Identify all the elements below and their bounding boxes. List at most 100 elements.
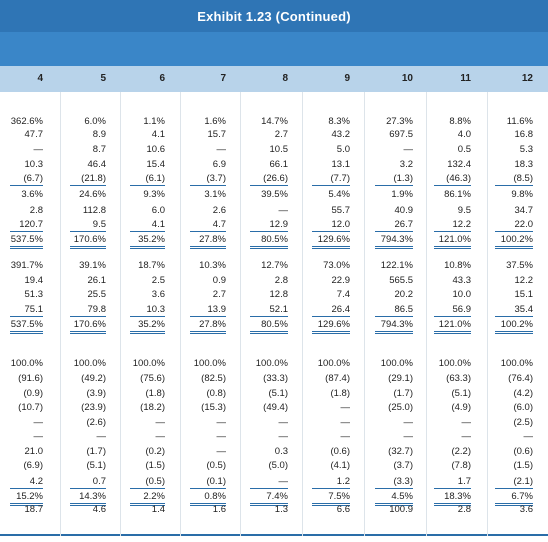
column-divider (487, 92, 488, 536)
table-cell: (6.9) (23, 460, 43, 471)
table-cell: 12.9 (250, 219, 288, 232)
table-cell: (5.1) (86, 460, 106, 471)
table-cell: 8.9 (92, 129, 106, 140)
table-cell: (4.2) (513, 388, 533, 399)
table-cell: 20.2 (394, 289, 414, 300)
column-divider (60, 92, 61, 536)
table-cell: 4.0 (457, 129, 471, 140)
table-cell: 43.3 (452, 275, 472, 286)
table-cell: 121.0% (434, 234, 471, 249)
table-cell: (49.2) (81, 373, 106, 384)
table-cell: 1.7 (434, 476, 471, 489)
table-cell: 7.5% (312, 491, 350, 506)
table-cell: 100.0% (132, 358, 165, 369)
table-cell: 7.4% (250, 491, 288, 506)
table-cell: 2.5 (151, 275, 165, 286)
table-cell: 2.8 (274, 275, 288, 286)
table-cell: 39.5% (261, 189, 288, 200)
column-header-11: 11 (460, 73, 471, 84)
table-cell: 1.9% (391, 189, 413, 200)
table-cell: — (340, 417, 351, 428)
table-cell: — (461, 417, 472, 428)
table-cell: 3.6 (151, 289, 165, 300)
table-cell: (1.8) (330, 388, 350, 399)
table-cell: 5.3 (519, 144, 533, 155)
table-cell: 0.5 (457, 144, 471, 155)
table-cell: 129.6% (312, 319, 350, 334)
table-cell: (6.7) (10, 173, 43, 186)
table-cell: (7.8) (451, 460, 471, 471)
table-cell: 100.0% (10, 358, 43, 369)
table-cell: 8.3% (328, 116, 350, 127)
table-cell: 565.5 (389, 275, 413, 286)
table-cell: 8.7 (92, 144, 106, 155)
table-cell: (33.3) (263, 373, 288, 384)
table-cell: (4.1) (330, 460, 350, 471)
table-cell: — (155, 417, 166, 428)
column-divider (364, 92, 365, 536)
table-cell: (0.2) (145, 446, 165, 457)
table-cell: (63.3) (446, 373, 471, 384)
table-cell: 22.0 (495, 219, 533, 232)
table-cell: — (96, 431, 107, 442)
table-cell: — (403, 144, 414, 155)
table-cell: — (523, 431, 534, 442)
table-cell: 1.3 (274, 504, 288, 515)
table-cell: 697.5 (389, 129, 413, 140)
table-cell: (26.6) (250, 173, 288, 186)
table-cell: — (250, 476, 288, 489)
table-cell: — (33, 417, 44, 428)
table-cell: (5.0) (268, 460, 288, 471)
table-cell: — (403, 417, 414, 428)
table-cell: — (216, 446, 227, 457)
table-cell: 73.0% (323, 260, 350, 271)
table-cell: 537.5% (10, 234, 43, 249)
table-cell: 14.3% (70, 491, 106, 506)
table-cell: 3.2 (399, 159, 413, 170)
table-cell: — (216, 417, 227, 428)
column-header-12: 12 (521, 73, 533, 84)
table-cell: 46.4 (87, 159, 107, 170)
table-cell: 4.5% (375, 491, 413, 506)
table-cell: (1.7) (86, 446, 106, 457)
table-cell: 26.4 (312, 304, 350, 317)
table-cell: 56.9 (434, 304, 471, 317)
table-cell: 35.2% (130, 319, 165, 334)
table-cell: 5.4% (328, 189, 350, 200)
table-cell: 2.7 (212, 289, 226, 300)
table-cell: 2.8 (457, 504, 471, 515)
table-cell: 0.3 (274, 446, 288, 457)
table-cell: 9.5 (70, 219, 106, 232)
table-cell: 12.2 (434, 219, 471, 232)
table-cell: (2.5) (513, 417, 533, 428)
table-cell: 79.8 (70, 304, 106, 317)
table-cell: 51.3 (24, 289, 44, 300)
table-cell: 27.8% (190, 319, 226, 334)
table-cell: 6.7% (495, 491, 533, 506)
table-cell: 1.2 (312, 476, 350, 489)
table-cell: 15.4 (146, 159, 166, 170)
table-cell: 35.2% (130, 234, 165, 249)
column-divider (120, 92, 121, 536)
table-cell: 1.6% (204, 116, 226, 127)
table-cell: 2.7 (274, 129, 288, 140)
table-cell: 2.8 (29, 205, 43, 216)
table-cell: (5.1) (268, 388, 288, 399)
table-cell: (0.6) (513, 446, 533, 457)
table-cell: 11.6% (506, 116, 533, 127)
table-cell: 27.8% (190, 234, 226, 249)
table-cell: 12.8 (269, 289, 289, 300)
table-cell: 14.7% (261, 116, 288, 127)
table-cell: 9.8% (511, 189, 533, 200)
column-divider (426, 92, 427, 536)
table-cell: 15.7 (207, 129, 227, 140)
table-cell: 1.6 (212, 504, 226, 515)
table-cell: — (33, 144, 44, 155)
table-cell: (3.9) (86, 388, 106, 399)
table-cell: 6.0% (84, 116, 106, 127)
table-cell: 10.5 (269, 144, 289, 155)
table-cell: 27.3% (386, 116, 413, 127)
table-cell: — (278, 417, 289, 428)
table-cell: (15.3) (201, 402, 226, 413)
table-cell: 12.7% (261, 260, 288, 271)
